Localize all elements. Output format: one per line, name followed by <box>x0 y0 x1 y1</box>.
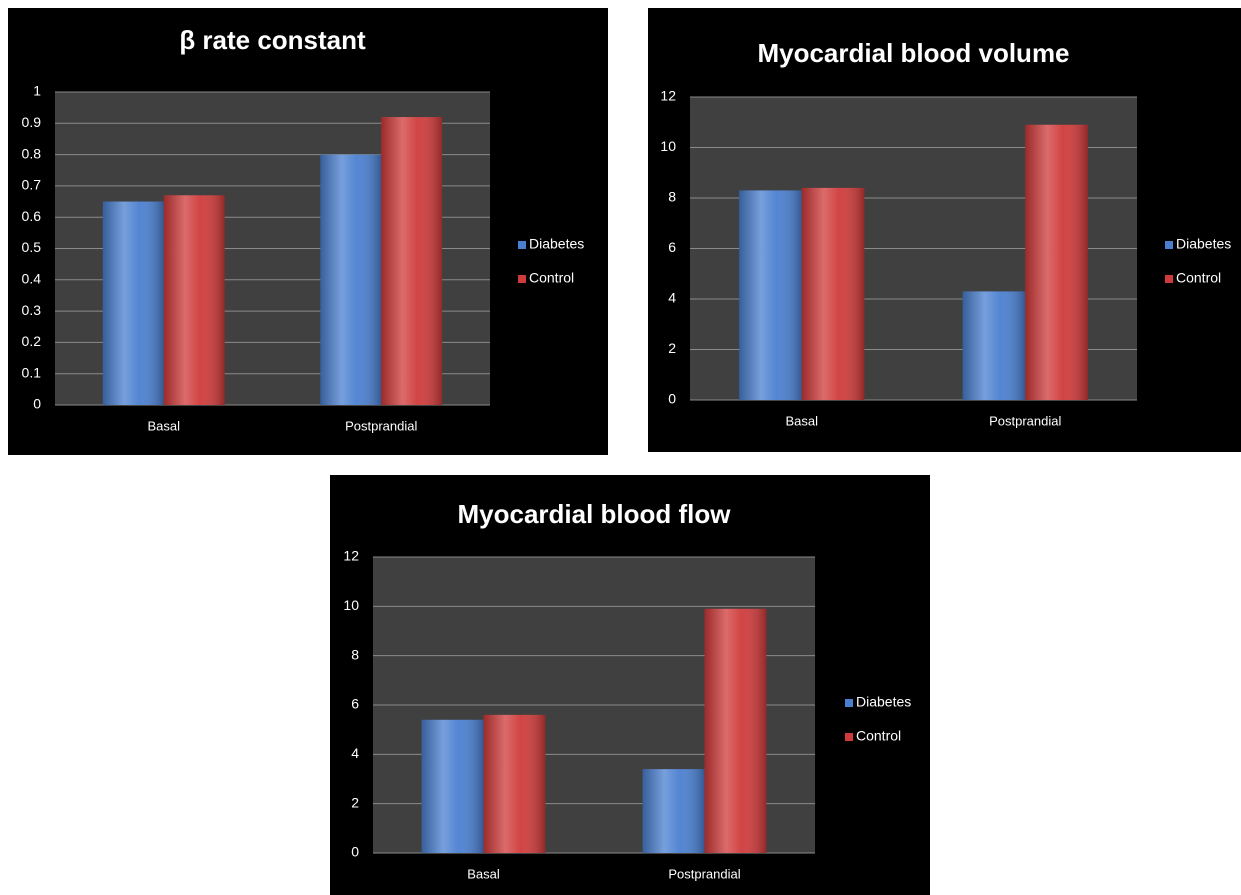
y-tick-label: 8 <box>668 189 676 205</box>
y-tick-label: 10 <box>343 597 359 613</box>
legend-swatch <box>518 241 526 249</box>
bar-shade <box>483 714 546 853</box>
y-tick-label: 10 <box>660 138 676 154</box>
legend-label: Control <box>1176 270 1221 286</box>
y-tick-label: 12 <box>660 88 676 104</box>
bar-shade <box>102 201 164 405</box>
y-tick-label: 0 <box>33 396 41 412</box>
y-tick-label: 6 <box>668 239 676 255</box>
y-tick-label: 0.3 <box>22 302 42 318</box>
y-tick-label: 0 <box>668 391 676 407</box>
y-tick-label: 0.1 <box>22 364 42 380</box>
legend-swatch <box>845 699 853 707</box>
chart-title: β rate constant <box>179 25 366 55</box>
legend-label: Diabetes <box>1176 236 1231 252</box>
chart-title: Myocardial blood volume <box>757 38 1069 68</box>
y-tick-label: 8 <box>351 646 359 662</box>
y-tick-label: 1 <box>33 83 41 99</box>
y-tick-label: 0 <box>351 844 359 860</box>
legend-label: Control <box>529 270 574 286</box>
legend-label: Diabetes <box>529 236 584 252</box>
bar-shade <box>421 719 484 853</box>
x-tick-label: Postprandial <box>668 866 740 881</box>
x-tick-label: Postprandial <box>345 418 417 433</box>
y-tick-label: 0.2 <box>22 333 42 349</box>
x-tick-label: Basal <box>785 413 818 428</box>
legend-label: Diabetes <box>856 694 911 710</box>
bar-shade <box>320 154 382 405</box>
y-tick-label: 2 <box>351 794 359 810</box>
x-tick-label: Basal <box>147 418 180 433</box>
y-tick-label: 0.8 <box>22 145 42 161</box>
y-tick-label: 12 <box>343 548 359 564</box>
y-tick-label: 0.6 <box>22 208 42 224</box>
y-tick-label: 2 <box>668 340 676 356</box>
y-tick-label: 0.4 <box>22 271 42 287</box>
bar-shade <box>801 187 865 400</box>
chart-title: Myocardial blood flow <box>457 499 731 529</box>
bar-shade <box>1025 124 1088 401</box>
legend-label: Control <box>856 728 901 744</box>
bar-shade <box>739 190 802 400</box>
y-tick-label: 0.7 <box>22 177 42 193</box>
bar-shade <box>704 608 767 853</box>
bar-shade <box>163 195 225 405</box>
x-tick-label: Basal <box>467 866 500 881</box>
x-tick-label: Postprandial <box>989 413 1061 428</box>
legend-swatch <box>845 733 853 741</box>
legend-swatch <box>1165 241 1173 249</box>
y-tick-label: 0.9 <box>22 114 42 130</box>
y-tick-label: 0.5 <box>22 239 42 255</box>
y-tick-label: 4 <box>668 290 676 306</box>
bar-shade <box>642 769 705 853</box>
bar-shade <box>381 117 443 405</box>
legend-swatch <box>1165 275 1173 283</box>
bar-shade <box>962 291 1026 400</box>
y-tick-label: 6 <box>351 696 359 712</box>
y-tick-label: 4 <box>351 745 359 761</box>
legend-swatch <box>518 275 526 283</box>
